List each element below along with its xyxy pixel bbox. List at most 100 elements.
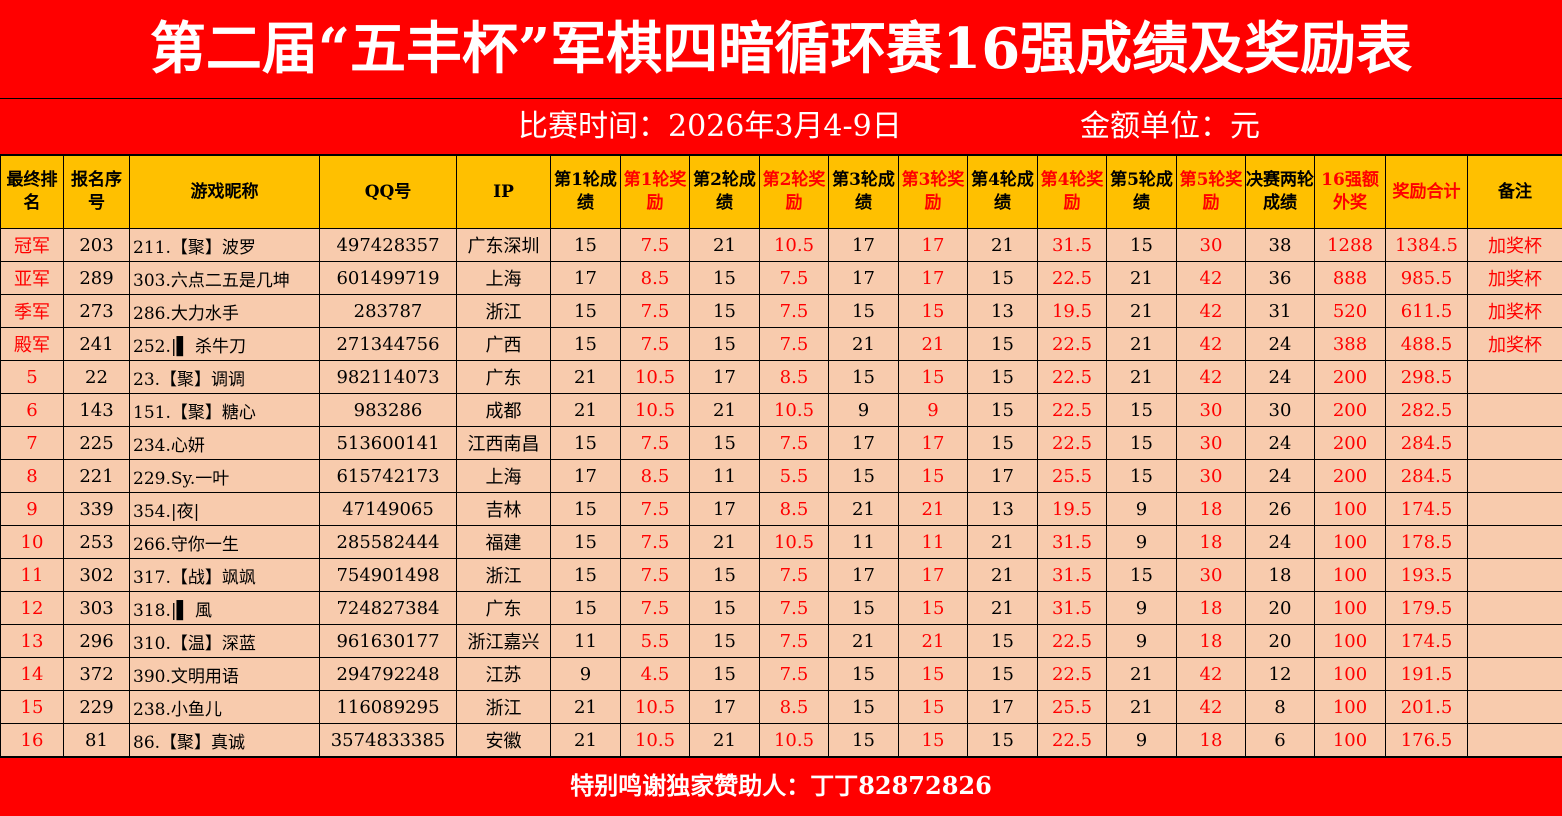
cell-r3-score: 21 [828, 327, 899, 361]
header-r4-reward: 第4轮奖励 [1037, 155, 1107, 229]
cell-r3-score: 15 [828, 360, 899, 394]
cell-r2-score: 17 [689, 360, 760, 394]
cell-r3-reward: 21 [898, 492, 968, 526]
cell-remark [1467, 426, 1562, 460]
cell-final-rank: 8 [0, 459, 64, 493]
cell-r1-score: 21 [550, 723, 621, 757]
cell-r4-score: 13 [967, 294, 1038, 328]
cell-r5-reward: 18 [1176, 723, 1246, 757]
cell-r5-reward: 30 [1176, 426, 1246, 460]
cell-r3-reward: 11 [898, 525, 968, 559]
cell-r1-reward: 8.5 [620, 459, 690, 493]
cell-ip: 江苏 [456, 657, 551, 691]
cell-r4-score: 17 [967, 690, 1038, 724]
cell-ip: 成都 [456, 393, 551, 427]
cell-r2-reward: 7.5 [759, 558, 829, 592]
table-body: 冠军 203 211.【聚】波罗 497428357 广东深圳 15 7.5 21 10.5 17… [0, 228, 1562, 757]
cell-r5-score: 21 [1106, 360, 1177, 394]
cell-r1-reward: 7.5 [620, 228, 690, 262]
cell-r4-reward: 25.5 [1037, 459, 1107, 493]
cell-r5-reward: 30 [1176, 393, 1246, 427]
cell-r2-reward: 8.5 [759, 690, 829, 724]
cell-nickname: 310.【温】深蓝 [129, 624, 320, 658]
cell-r5-score: 15 [1106, 228, 1177, 262]
cell-r4-reward: 31.5 [1037, 558, 1107, 592]
cell-final-score: 30 [1245, 393, 1315, 427]
cell-r2-reward: 10.5 [759, 723, 829, 757]
cell-r4-reward: 22.5 [1037, 723, 1107, 757]
cell-r2-score: 15 [689, 261, 760, 295]
cell-r2-score: 15 [689, 558, 760, 592]
cell-total-reward: 191.5 [1385, 657, 1468, 691]
cell-r3-reward: 21 [898, 624, 968, 658]
header-signup-no: 报名序号 [63, 155, 130, 229]
cell-r2-score: 15 [689, 327, 760, 361]
cell-remark: 加奖杯 [1467, 228, 1562, 262]
cell-r5-score: 21 [1106, 690, 1177, 724]
cell-r5-score: 9 [1106, 525, 1177, 559]
cell-remark [1467, 393, 1562, 427]
cell-remark [1467, 690, 1562, 724]
header-final-rank: 最终排名 [0, 155, 64, 229]
cell-r4-reward: 22.5 [1037, 624, 1107, 658]
cell-final-rank: 6 [0, 393, 64, 427]
table-row: 7 225 234.心妍 513600141 江西南昌 15 7.5 15 7.5 17 17 15 2… [0, 426, 1562, 460]
cell-nickname: 238.小鱼儿 [129, 690, 320, 724]
cell-top16-bonus: 200 [1314, 459, 1386, 493]
cell-final-score: 24 [1245, 327, 1315, 361]
cell-r4-reward: 22.5 [1037, 327, 1107, 361]
cell-final-rank: 15 [0, 690, 64, 724]
cell-r1-reward: 7.5 [620, 591, 690, 625]
cell-remark [1467, 360, 1562, 394]
cell-top16-bonus: 100 [1314, 525, 1386, 559]
header-total-reward: 奖励合计 [1385, 155, 1468, 229]
cell-r4-score: 15 [967, 261, 1038, 295]
cell-r2-reward: 7.5 [759, 261, 829, 295]
table-row: 15 229 238.小鱼儿 116089295 浙江 21 10.5 17 8.5 15 15 17… [0, 690, 1562, 724]
cell-ip: 浙江嘉兴 [456, 624, 551, 658]
cell-final-score: 12 [1245, 657, 1315, 691]
cell-top16-bonus: 520 [1314, 294, 1386, 328]
cell-qq: 283787 [319, 294, 457, 328]
cell-r4-score: 15 [967, 393, 1038, 427]
cell-r3-reward: 15 [898, 459, 968, 493]
cell-r3-reward: 17 [898, 426, 968, 460]
cell-signup-no: 296 [63, 624, 130, 658]
cell-r5-reward: 30 [1176, 459, 1246, 493]
table-row: 殿军 241 252.|▌ 杀牛刀 271344756 广西 15 7.5 15 7.5 21 21… [0, 327, 1562, 361]
results-table: 最终排名 报名序号 游戏昵称 QQ号 IP 第1轮成绩 第1轮奖励 第2轮成绩 第2轮奖励 第3轮… [0, 155, 1562, 757]
cell-qq: 47149065 [319, 492, 457, 526]
cell-r2-reward: 7.5 [759, 657, 829, 691]
cell-r1-reward: 10.5 [620, 723, 690, 757]
cell-final-rank: 12 [0, 591, 64, 625]
sponsor-footer: 特别鸣谢独家赞助人：丁丁82872826 [0, 757, 1562, 814]
cell-r1-score: 15 [550, 426, 621, 460]
cell-r2-reward: 8.5 [759, 360, 829, 394]
cell-r5-reward: 42 [1176, 261, 1246, 295]
cell-r2-score: 15 [689, 657, 760, 691]
cell-final-score: 6 [1245, 723, 1315, 757]
cell-r5-reward: 42 [1176, 657, 1246, 691]
cell-r2-reward: 7.5 [759, 591, 829, 625]
cell-r3-score: 15 [828, 690, 899, 724]
cell-r4-score: 21 [967, 558, 1038, 592]
cell-r3-score: 17 [828, 261, 899, 295]
cell-final-score: 38 [1245, 228, 1315, 262]
table-row: 5 22 23.【聚】调调 982114073 广东 21 10.5 17 8.5 15 15 15 2… [0, 360, 1562, 394]
cell-r1-reward: 7.5 [620, 558, 690, 592]
cell-r5-score: 9 [1106, 492, 1177, 526]
cell-total-reward: 201.5 [1385, 690, 1468, 724]
currency-unit: 金额单位：元 [1080, 109, 1260, 144]
cell-r3-reward: 15 [898, 360, 968, 394]
header-remark: 备注 [1467, 155, 1562, 229]
table-row: 8 221 229.Sy.一叶 615742173 上海 17 8.5 11 5.5 15 15 17… [0, 459, 1562, 493]
cell-remark [1467, 591, 1562, 625]
cell-r2-score: 21 [689, 393, 760, 427]
header-r3-score: 第3轮成绩 [828, 155, 899, 229]
cell-final-score: 24 [1245, 525, 1315, 559]
cell-r3-reward: 15 [898, 723, 968, 757]
cell-r1-score: 21 [550, 690, 621, 724]
page-title: 第二届“五丰杯”军棋四暗循环赛16强成绩及奖励表 [0, 0, 1562, 99]
cell-r4-reward: 22.5 [1037, 393, 1107, 427]
cell-ip: 浙江 [456, 558, 551, 592]
